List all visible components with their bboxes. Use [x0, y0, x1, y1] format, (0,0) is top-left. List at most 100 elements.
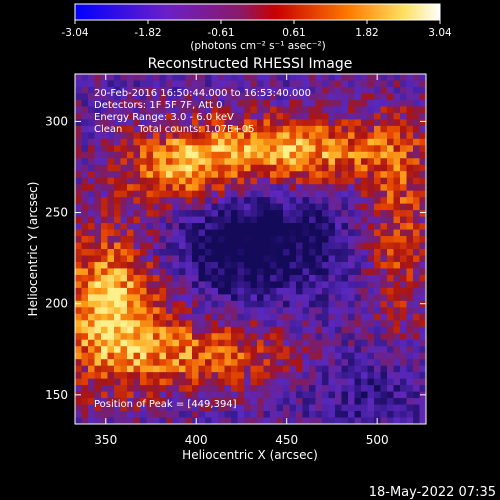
heatmap-pixel [263, 74, 271, 81]
heatmap-pixel [172, 320, 180, 328]
heatmap-pixel [140, 352, 147, 360]
heatmap-pixel [387, 106, 394, 114]
heatmap-pixel [335, 86, 342, 94]
heatmap-pixel [367, 411, 375, 418]
heatmap-pixel [406, 151, 414, 159]
heatmap-pixel [380, 378, 388, 386]
heatmap-pixel [276, 223, 284, 230]
heatmap-pixel [354, 132, 362, 140]
heatmap-pixel [393, 333, 401, 341]
heatmap-pixel [302, 177, 310, 185]
heatmap-pixel [354, 184, 362, 192]
heatmap-pixel [361, 398, 368, 405]
heatmap-pixel [198, 300, 206, 308]
heatmap-pixel [413, 177, 420, 185]
heatmap-pixel [361, 352, 368, 360]
heatmap-pixel [270, 132, 277, 140]
heatmap-pixel [354, 385, 362, 392]
heatmap-pixel [289, 86, 297, 94]
heatmap-pixel [270, 359, 277, 367]
heatmap-pixel [296, 255, 303, 263]
heatmap-pixel [94, 339, 102, 347]
heatmap-pixel [81, 404, 89, 412]
heatmap-pixel [361, 119, 368, 127]
heatmap-pixel [361, 307, 368, 315]
heatmap-pixel [114, 352, 121, 360]
heatmap-pixel [380, 145, 388, 153]
heatmap-pixel [361, 372, 368, 380]
heatmap-pixel [296, 346, 303, 354]
heatmap-pixel [413, 106, 420, 114]
heatmap-pixel [101, 190, 108, 198]
heatmap-pixel [244, 229, 251, 237]
heatmap-pixel [400, 255, 407, 263]
heatmap-pixel [328, 151, 336, 159]
heatmap-pixel [211, 151, 219, 159]
heatmap-pixel [419, 145, 427, 153]
heatmap-pixel [244, 203, 251, 211]
heatmap-pixel [166, 164, 173, 172]
heatmap-pixel [393, 339, 401, 347]
heatmap-pixel [289, 261, 297, 269]
heatmap-pixel [75, 223, 82, 230]
heatmap-pixel [406, 359, 414, 367]
heatmap-pixel [101, 203, 108, 211]
heatmap-pixel [341, 287, 349, 295]
heatmap-pixel [224, 372, 232, 380]
heatmap-pixel [322, 119, 329, 127]
heatmap-pixel [75, 346, 82, 354]
heatmap-pixel [153, 164, 160, 172]
heatmap-pixel [88, 281, 95, 289]
heatmap-pixel [348, 346, 355, 354]
heatmap-pixel [127, 307, 134, 315]
heatmap-pixel [205, 411, 212, 418]
heatmap-pixel [140, 171, 147, 179]
heatmap-pixel [237, 80, 245, 88]
heatmap-pixel [88, 378, 95, 386]
heatmap-pixel [406, 255, 414, 263]
heatmap-pixel [127, 164, 134, 172]
heatmap-pixel [153, 326, 160, 334]
heatmap-pixel [120, 411, 128, 418]
heatmap-pixel [250, 417, 258, 425]
heatmap-pixel [166, 268, 173, 276]
heatmap-pixel [348, 320, 355, 328]
heatmap-pixel [348, 223, 355, 230]
heatmap-pixel [406, 236, 414, 243]
heatmap-pixel [387, 300, 394, 308]
heatmap-pixel [218, 365, 225, 373]
heatmap-pixel [263, 229, 271, 237]
heatmap-pixel [224, 359, 232, 367]
heatmap-pixel [120, 93, 128, 101]
heatmap-pixel [166, 151, 173, 159]
heatmap-pixel [309, 132, 316, 140]
heatmap-pixel [114, 106, 121, 114]
heatmap-pixel [393, 151, 401, 159]
heatmap-pixel [218, 398, 225, 405]
heatmap-pixel [218, 378, 225, 386]
heatmap-pixel [348, 313, 355, 321]
heatmap-pixel [341, 138, 349, 146]
heatmap-pixel [361, 184, 368, 192]
heatmap-pixel [354, 119, 362, 127]
heatmap-pixel [211, 294, 219, 302]
heatmap-pixel [348, 151, 355, 159]
heatmap-pixel [400, 184, 407, 192]
heatmap-pixel [296, 313, 303, 321]
heatmap-pixel [205, 197, 212, 205]
heatmap-pixel [172, 274, 180, 282]
heatmap-pixel [393, 261, 401, 269]
heatmap-pixel [406, 333, 414, 341]
heatmap-pixel [393, 203, 401, 211]
heatmap-pixel [114, 210, 121, 217]
heatmap-pixel [354, 268, 362, 276]
heatmap-pixel [270, 261, 277, 269]
heatmap-pixel [185, 171, 193, 179]
heatmap-pixel [224, 223, 232, 230]
heatmap-pixel [211, 223, 219, 230]
heatmap-pixel [374, 268, 381, 276]
heatmap-pixel [211, 119, 219, 127]
heatmap-pixel [218, 287, 225, 295]
heatmap-pixel [159, 333, 167, 341]
heatmap-pixel [361, 320, 368, 328]
